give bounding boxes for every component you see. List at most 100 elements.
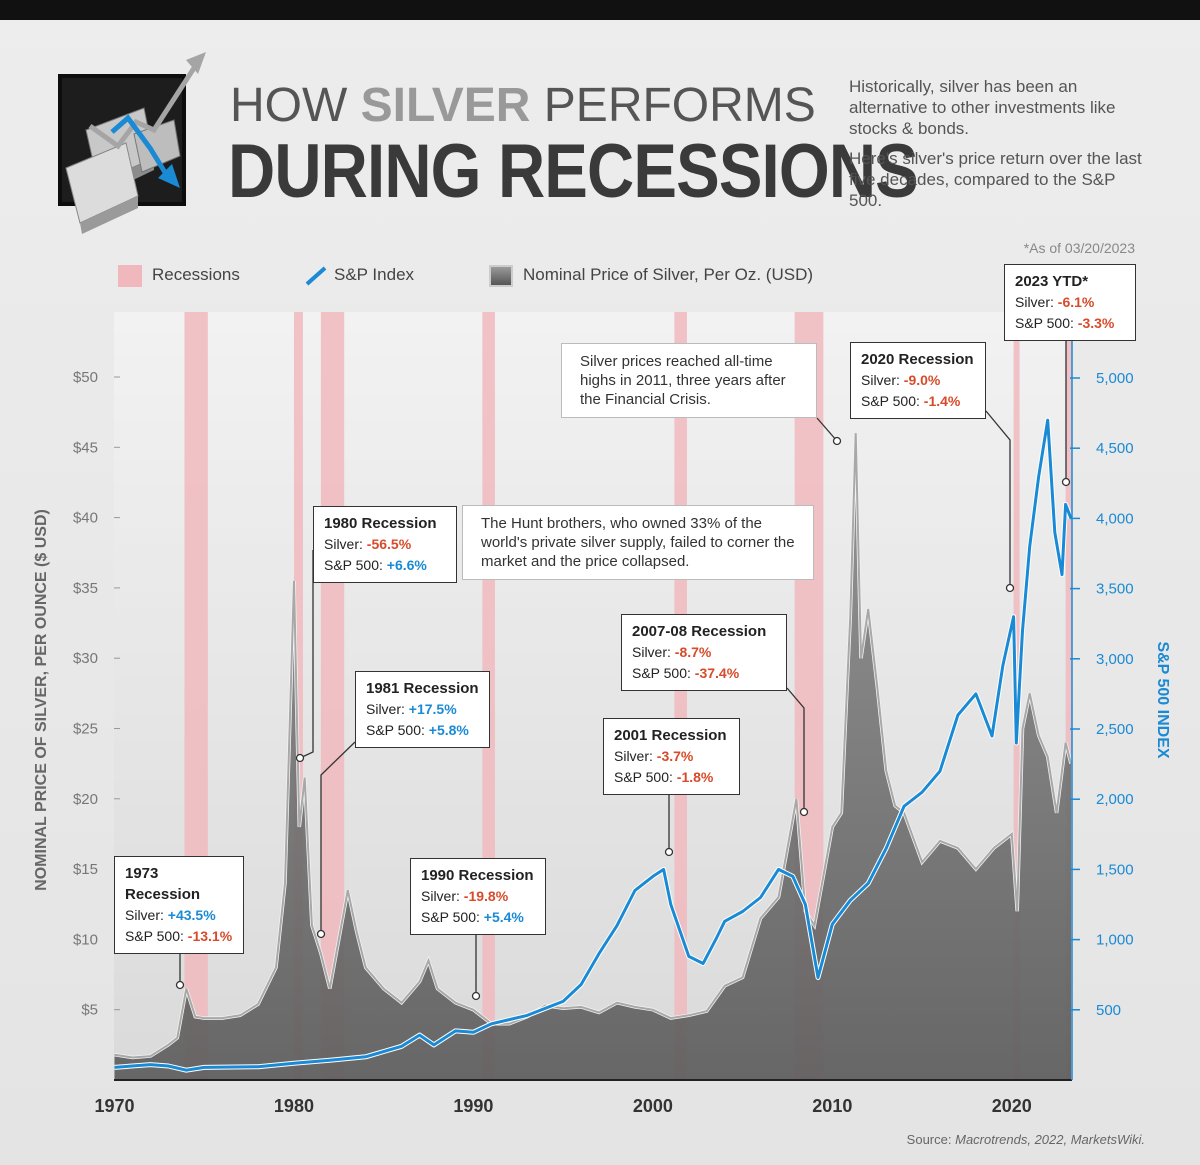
legend-item-silver: Nominal Price of Silver, Per Oz. (USD) xyxy=(489,262,813,288)
leader-line xyxy=(786,687,805,812)
leader-dot xyxy=(316,929,326,939)
silver-change: +17.5% xyxy=(408,701,457,717)
recession-band xyxy=(293,312,303,1080)
sp-label: S&P 500: xyxy=(861,393,920,409)
right-tick-label: 4,500 xyxy=(1096,440,1134,457)
left-tick-label: $25 xyxy=(73,721,98,738)
sp-label: S&P 500: xyxy=(421,909,480,925)
annotation-title: 1973 Recession xyxy=(125,865,201,903)
right-tick-label: 500 xyxy=(1096,1002,1121,1019)
x-tick-label: 2010 xyxy=(812,1096,852,1116)
title-line-2: DURING RECESSIONS xyxy=(228,129,919,214)
leader-dot xyxy=(471,991,481,1001)
sp-label: S&P 500: xyxy=(125,928,184,944)
sp-label: S&P 500: xyxy=(632,665,691,681)
right-tick-label: 3,500 xyxy=(1096,581,1134,598)
sp-change: -3.3% xyxy=(1077,315,1115,331)
annotation-title: 2001 Recession xyxy=(614,727,727,744)
silver-bars-logo xyxy=(58,52,206,234)
right-tick-label: 3,000 xyxy=(1096,651,1134,668)
leader-line xyxy=(299,550,314,759)
sp-change: +5.4% xyxy=(483,909,524,925)
left-tick-label: $40 xyxy=(73,510,98,527)
annotation-title: 1980 Recession xyxy=(324,515,437,532)
sp-change: +5.8% xyxy=(428,722,469,738)
left-tick-label: $5 xyxy=(81,1002,98,1019)
intro-paragraph-2: Here's silver's price return over the la… xyxy=(849,149,1142,210)
note-all-time-high: Silver prices reached all-time highs in … xyxy=(561,343,817,418)
x-tick-label: 1980 xyxy=(274,1096,314,1116)
title-pre: HOW xyxy=(230,79,361,132)
annotation-title: 2020 Recession xyxy=(861,351,974,368)
silver-change: +43.5% xyxy=(167,907,216,923)
silver-change: -6.1% xyxy=(1057,294,1095,310)
right-tick-label: 4,000 xyxy=(1096,510,1134,527)
left-tick-label: $15 xyxy=(73,861,98,878)
sp-label: S&P 500: xyxy=(614,769,673,785)
right-tick-label: 1,000 xyxy=(1096,932,1134,949)
silver-label: Silver: xyxy=(1015,294,1054,310)
intro-paragraph-1: Historically, silver has been an alterna… xyxy=(849,77,1116,138)
sp-line xyxy=(114,418,1073,1072)
silver-change: -56.5% xyxy=(366,536,412,552)
right-tick-label: 1,500 xyxy=(1096,861,1134,878)
axes: $5 $10 $15 $20 $25 $30 $35 $40 $45 $50 500 1,000 1,5… xyxy=(33,312,1171,1116)
leader-dot xyxy=(664,847,674,857)
legend-label-recessions: Recessions xyxy=(152,265,240,284)
left-axis-title: NOMINAL PRICE OF SILVER, PER OUNCE ($ US… xyxy=(33,509,50,891)
x-tick-label: 2020 xyxy=(992,1096,1032,1116)
sp-label: S&P 500: xyxy=(324,557,383,573)
silver-label: Silver: xyxy=(632,644,671,660)
right-tick-label: 2,000 xyxy=(1096,791,1134,808)
sp-label: S&P 500: xyxy=(1015,315,1074,331)
silver-line xyxy=(114,433,1072,1059)
sp-change: -13.1% xyxy=(187,928,233,944)
silver-label: Silver: xyxy=(366,701,405,717)
recession-band xyxy=(1065,312,1072,1080)
annotation-1980-recession: 1980 Recession Silver: -56.5% S&P 500: +… xyxy=(313,506,457,583)
right-axis-title: S&P 500 INDEX xyxy=(1154,641,1171,758)
silver-area xyxy=(114,417,1074,1080)
leader-dot xyxy=(832,436,842,446)
left-tick-label: $20 xyxy=(73,791,98,808)
silver-label: Silver: xyxy=(421,888,460,904)
leader-dot xyxy=(1005,583,1015,593)
annotation-1990-recession: 1990 Recession Silver: -19.8% S&P 500: +… xyxy=(410,858,546,935)
recession-band xyxy=(184,312,208,1080)
silver-label: Silver: xyxy=(125,907,164,923)
leader-dot xyxy=(1061,477,1071,487)
right-tick-label: 5,000 xyxy=(1096,370,1134,387)
sp-change: -37.4% xyxy=(694,665,740,681)
silver-label: Silver: xyxy=(861,372,900,388)
leader-dot xyxy=(175,980,185,990)
legend-item-recessions: Recessions xyxy=(118,262,240,288)
left-tick-label: $45 xyxy=(73,439,98,456)
legend-swatch-sp xyxy=(305,266,327,286)
x-tick-label: 2000 xyxy=(633,1096,673,1116)
sp-change: -1.8% xyxy=(676,769,714,785)
legend-label-sp: S&P Index xyxy=(334,265,415,284)
silver-label: Silver: xyxy=(614,748,653,764)
annotation-1981-recession: 1981 Recession Silver: +17.5% S&P 500: +… xyxy=(355,671,490,748)
annotation-title: 1990 Recession xyxy=(421,867,534,884)
annotation-title: 2023 YTD* xyxy=(1015,273,1089,290)
leader-dot xyxy=(295,753,305,763)
legend-label-silver: Nominal Price of Silver, Per Oz. (USD) xyxy=(523,265,814,284)
as-of-note: *As of 03/20/2023 xyxy=(1023,240,1135,256)
left-tick-label: $10 xyxy=(73,931,98,948)
annotation-1973-recession: 1973 Recession Silver: +43.5% S&P 500: -… xyxy=(114,856,244,954)
title-post: PERFORMS xyxy=(530,79,816,132)
sp-label: S&P 500: xyxy=(366,722,425,738)
recession-band xyxy=(320,312,345,1080)
legend-swatch-silver xyxy=(489,264,513,287)
right-tick-label: 2,500 xyxy=(1096,721,1134,738)
title-highlight: SILVER xyxy=(360,79,531,132)
silver-label: Silver: xyxy=(324,536,363,552)
left-tick-label: $30 xyxy=(73,650,98,667)
annotation-2020-recession: 2020 Recession Silver: -9.0% S&P 500: -1… xyxy=(850,342,986,419)
left-tick-label: $50 xyxy=(73,369,98,386)
silver-change: -19.8% xyxy=(463,888,509,904)
top-bar xyxy=(0,0,1200,20)
legend: Recessions S&P Index Nominal Price of Si… xyxy=(0,262,1200,292)
